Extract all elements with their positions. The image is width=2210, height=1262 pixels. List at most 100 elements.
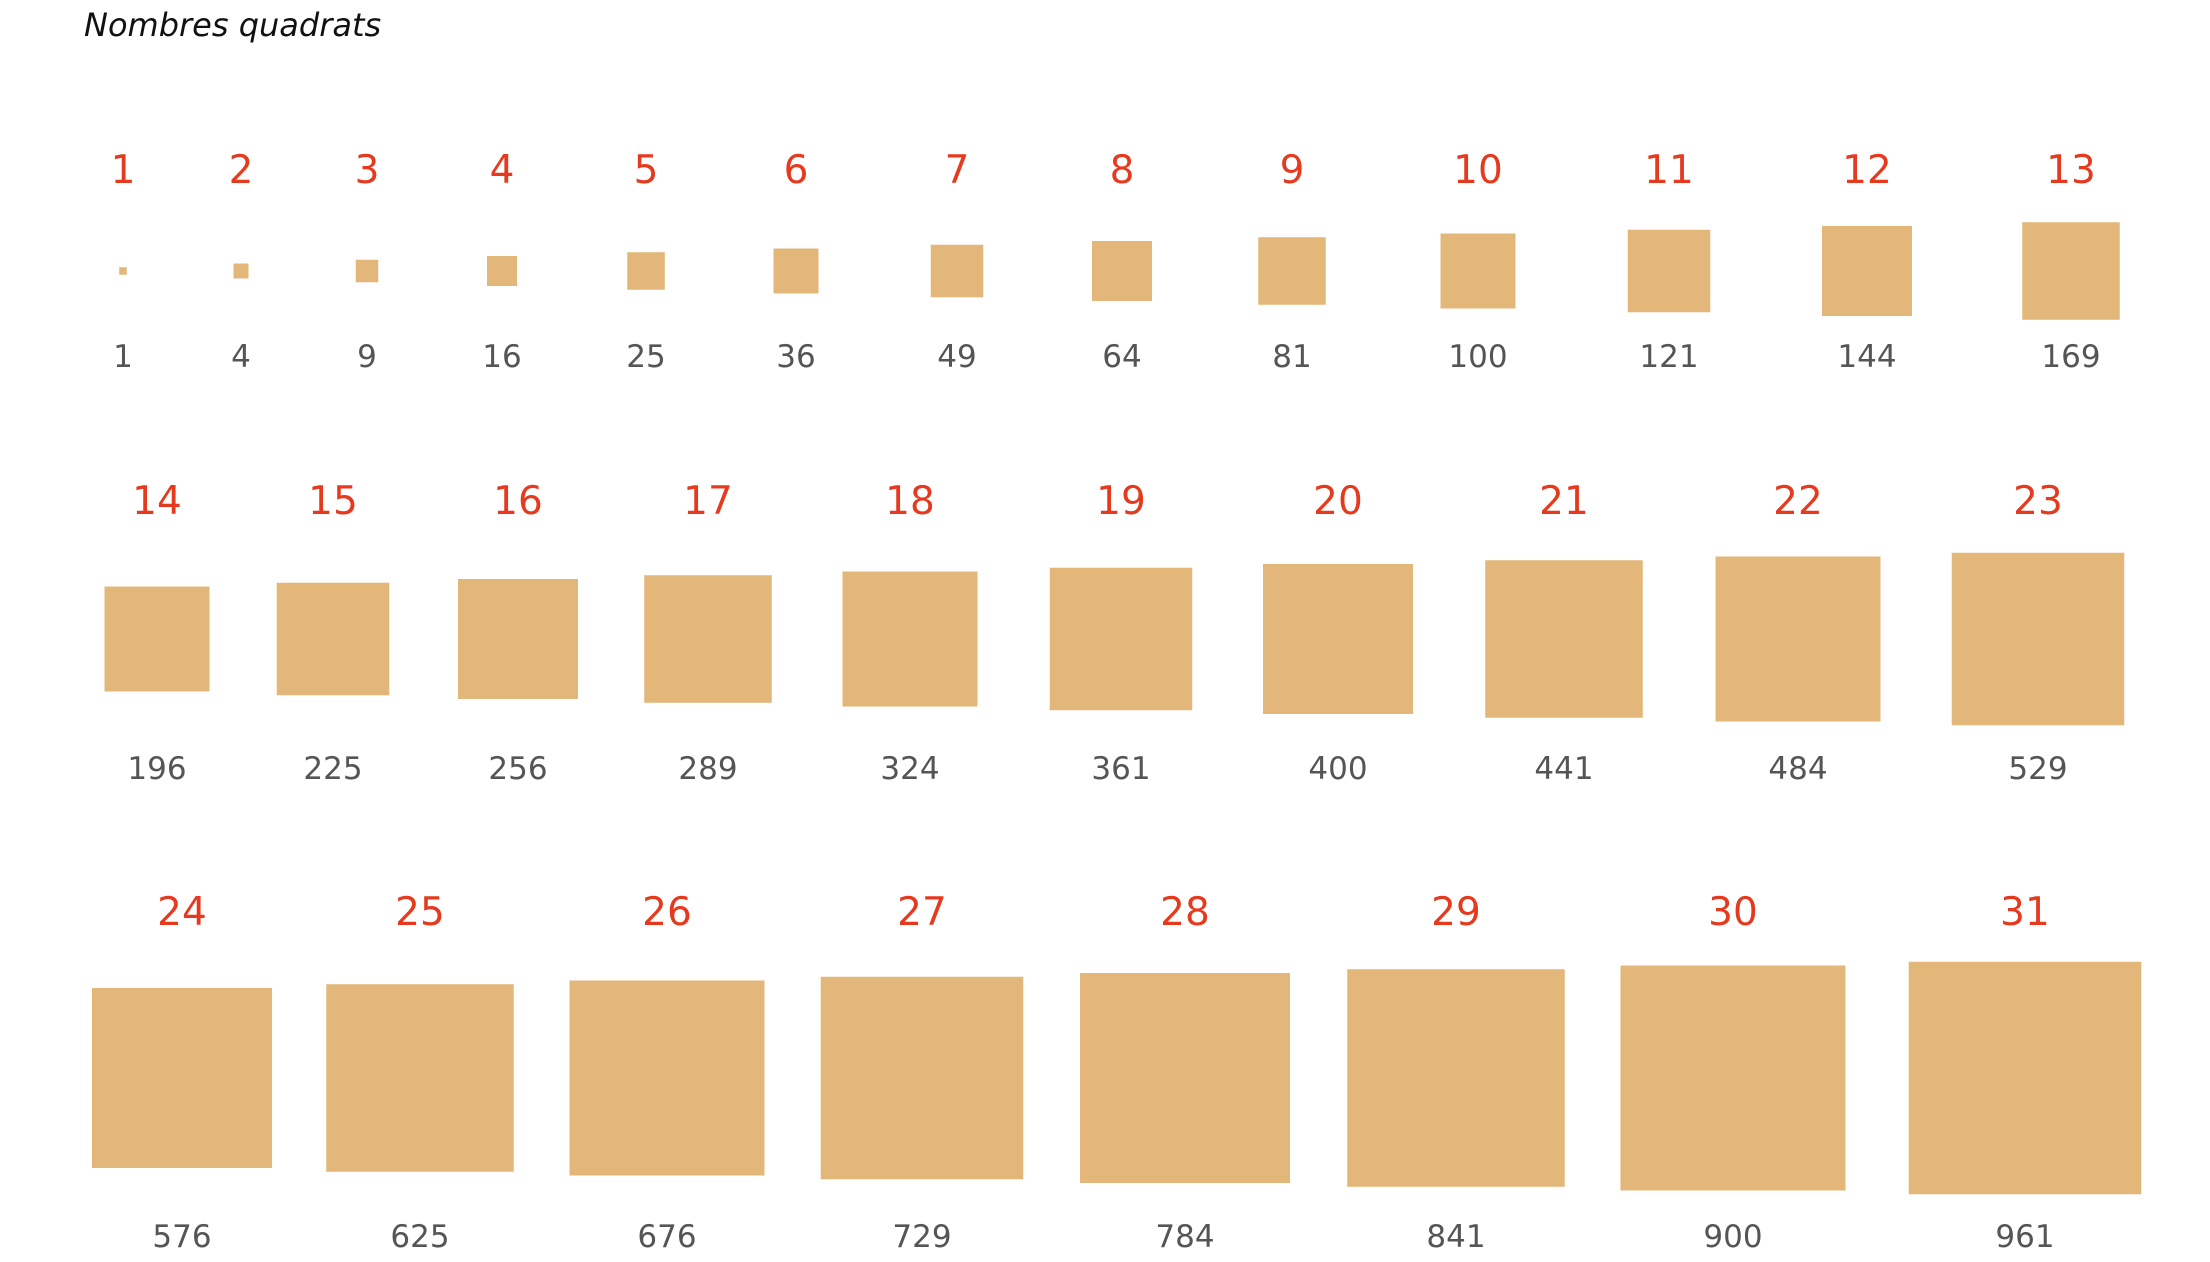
square-shape: [930, 244, 984, 298]
square-value-label: 4: [231, 339, 251, 375]
square-item-22: 22 484: [1715, 479, 1881, 787]
number-label: 2: [229, 148, 254, 193]
square-value-label: 961: [1995, 1219, 2054, 1255]
square-shape: [773, 248, 819, 294]
square-shape: [458, 579, 578, 699]
square-item-6: 6 36: [773, 148, 819, 375]
number-label: 24: [157, 890, 207, 935]
number-label: 5: [634, 148, 659, 193]
square-shape: [1715, 556, 1881, 722]
square-value-label: 81: [1272, 339, 1311, 375]
square-item-7: 7 49: [930, 148, 984, 375]
number-label: 28: [1160, 890, 1210, 935]
square-value-label: 484: [1768, 751, 1827, 787]
square-value-label: 225: [303, 751, 362, 787]
square-shape: [627, 252, 665, 290]
square-shape: [1485, 560, 1643, 718]
square-value-label: 100: [1448, 339, 1507, 375]
square-item-11: 11 121: [1627, 148, 1711, 375]
square-item-20: 20 400: [1263, 479, 1413, 787]
square-value-label: 36: [776, 339, 815, 375]
square-item-25: 25 625: [326, 890, 514, 1255]
number-label: 11: [1644, 148, 1694, 193]
square-shape: [842, 571, 978, 707]
number-label: 15: [308, 479, 358, 524]
square-shape: [1092, 241, 1152, 301]
square-value-label: 289: [678, 751, 737, 787]
square-value-label: 16: [482, 339, 521, 375]
square-value-label: 529: [2008, 751, 2067, 787]
square-shape: [487, 256, 517, 286]
square-shape: [644, 575, 772, 703]
square-shape: [1080, 973, 1290, 1183]
number-label: 19: [1096, 479, 1146, 524]
number-label: 1: [111, 148, 136, 193]
number-label: 18: [885, 479, 935, 524]
square-item-30: 30 900: [1620, 890, 1846, 1255]
square-shape: [569, 980, 765, 1176]
number-label: 22: [1773, 479, 1823, 524]
number-label: 8: [1110, 148, 1135, 193]
square-value-label: 25: [626, 339, 665, 375]
square-shape: [820, 976, 1024, 1180]
number-label: 4: [490, 148, 515, 193]
square-item-10: 10 100: [1440, 148, 1516, 375]
number-label: 7: [945, 148, 970, 193]
square-item-29: 29 841: [1347, 890, 1565, 1255]
square-item-18: 18 324: [842, 479, 978, 787]
square-shape: [1263, 564, 1413, 714]
square-shape: [92, 988, 272, 1168]
square-value-label: 625: [390, 1219, 449, 1255]
number-label: 12: [1842, 148, 1892, 193]
square-item-16: 16 256: [458, 479, 578, 787]
square-value-label: 64: [1102, 339, 1141, 375]
number-label: 31: [2000, 890, 2050, 935]
square-shape: [355, 259, 379, 283]
square-item-24: 24 576: [92, 890, 272, 1255]
number-label: 14: [132, 479, 182, 524]
square-item-4: 4 16: [482, 148, 521, 375]
page-title: Nombres quadrats: [84, 6, 382, 44]
square-shape: [276, 582, 390, 696]
square-value-label: 361: [1091, 751, 1150, 787]
square-item-12: 12 144: [1822, 148, 1912, 375]
square-value-label: 900: [1703, 1219, 1762, 1255]
square-value-label: 121: [1639, 339, 1698, 375]
square-value-label: 324: [880, 751, 939, 787]
square-value-label: 1: [113, 339, 133, 375]
square-shape: [1049, 567, 1193, 711]
number-label: 30: [1708, 890, 1758, 935]
square-item-2: 24: [229, 148, 254, 375]
square-item-27: 27 729: [820, 890, 1024, 1255]
square-shape: [1627, 229, 1711, 313]
number-label: 29: [1431, 890, 1481, 935]
square-shape: [233, 263, 249, 279]
square-item-3: 39: [355, 148, 380, 375]
square-value-label: 144: [1837, 339, 1896, 375]
number-label: 17: [683, 479, 733, 524]
number-label: 13: [2046, 148, 2096, 193]
square-value-label: 441: [1534, 751, 1593, 787]
square-value-label: 169: [2041, 339, 2100, 375]
square-value-label: 784: [1155, 1219, 1214, 1255]
number-label: 16: [493, 479, 543, 524]
square-item-9: 9 81: [1258, 148, 1326, 375]
square-item-13: 13 169: [2022, 148, 2120, 375]
square-shape: [1822, 226, 1912, 316]
square-shape: [2022, 222, 2120, 320]
number-label: 27: [897, 890, 947, 935]
number-label: 20: [1313, 479, 1363, 524]
square-value-label: 841: [1426, 1219, 1485, 1255]
square-shape: [1620, 965, 1846, 1191]
square-value-label: 400: [1308, 751, 1367, 787]
square-item-1: 11: [111, 148, 136, 375]
square-value-label: 729: [892, 1219, 951, 1255]
number-label: 3: [355, 148, 380, 193]
square-shape: [104, 586, 210, 692]
square-value-label: 49: [937, 339, 976, 375]
square-value-label: 196: [127, 751, 186, 787]
square-item-8: 8 64: [1092, 148, 1152, 375]
number-label: 6: [784, 148, 809, 193]
square-value-label: 9: [357, 339, 377, 375]
square-item-23: 23 529: [1951, 479, 2125, 787]
